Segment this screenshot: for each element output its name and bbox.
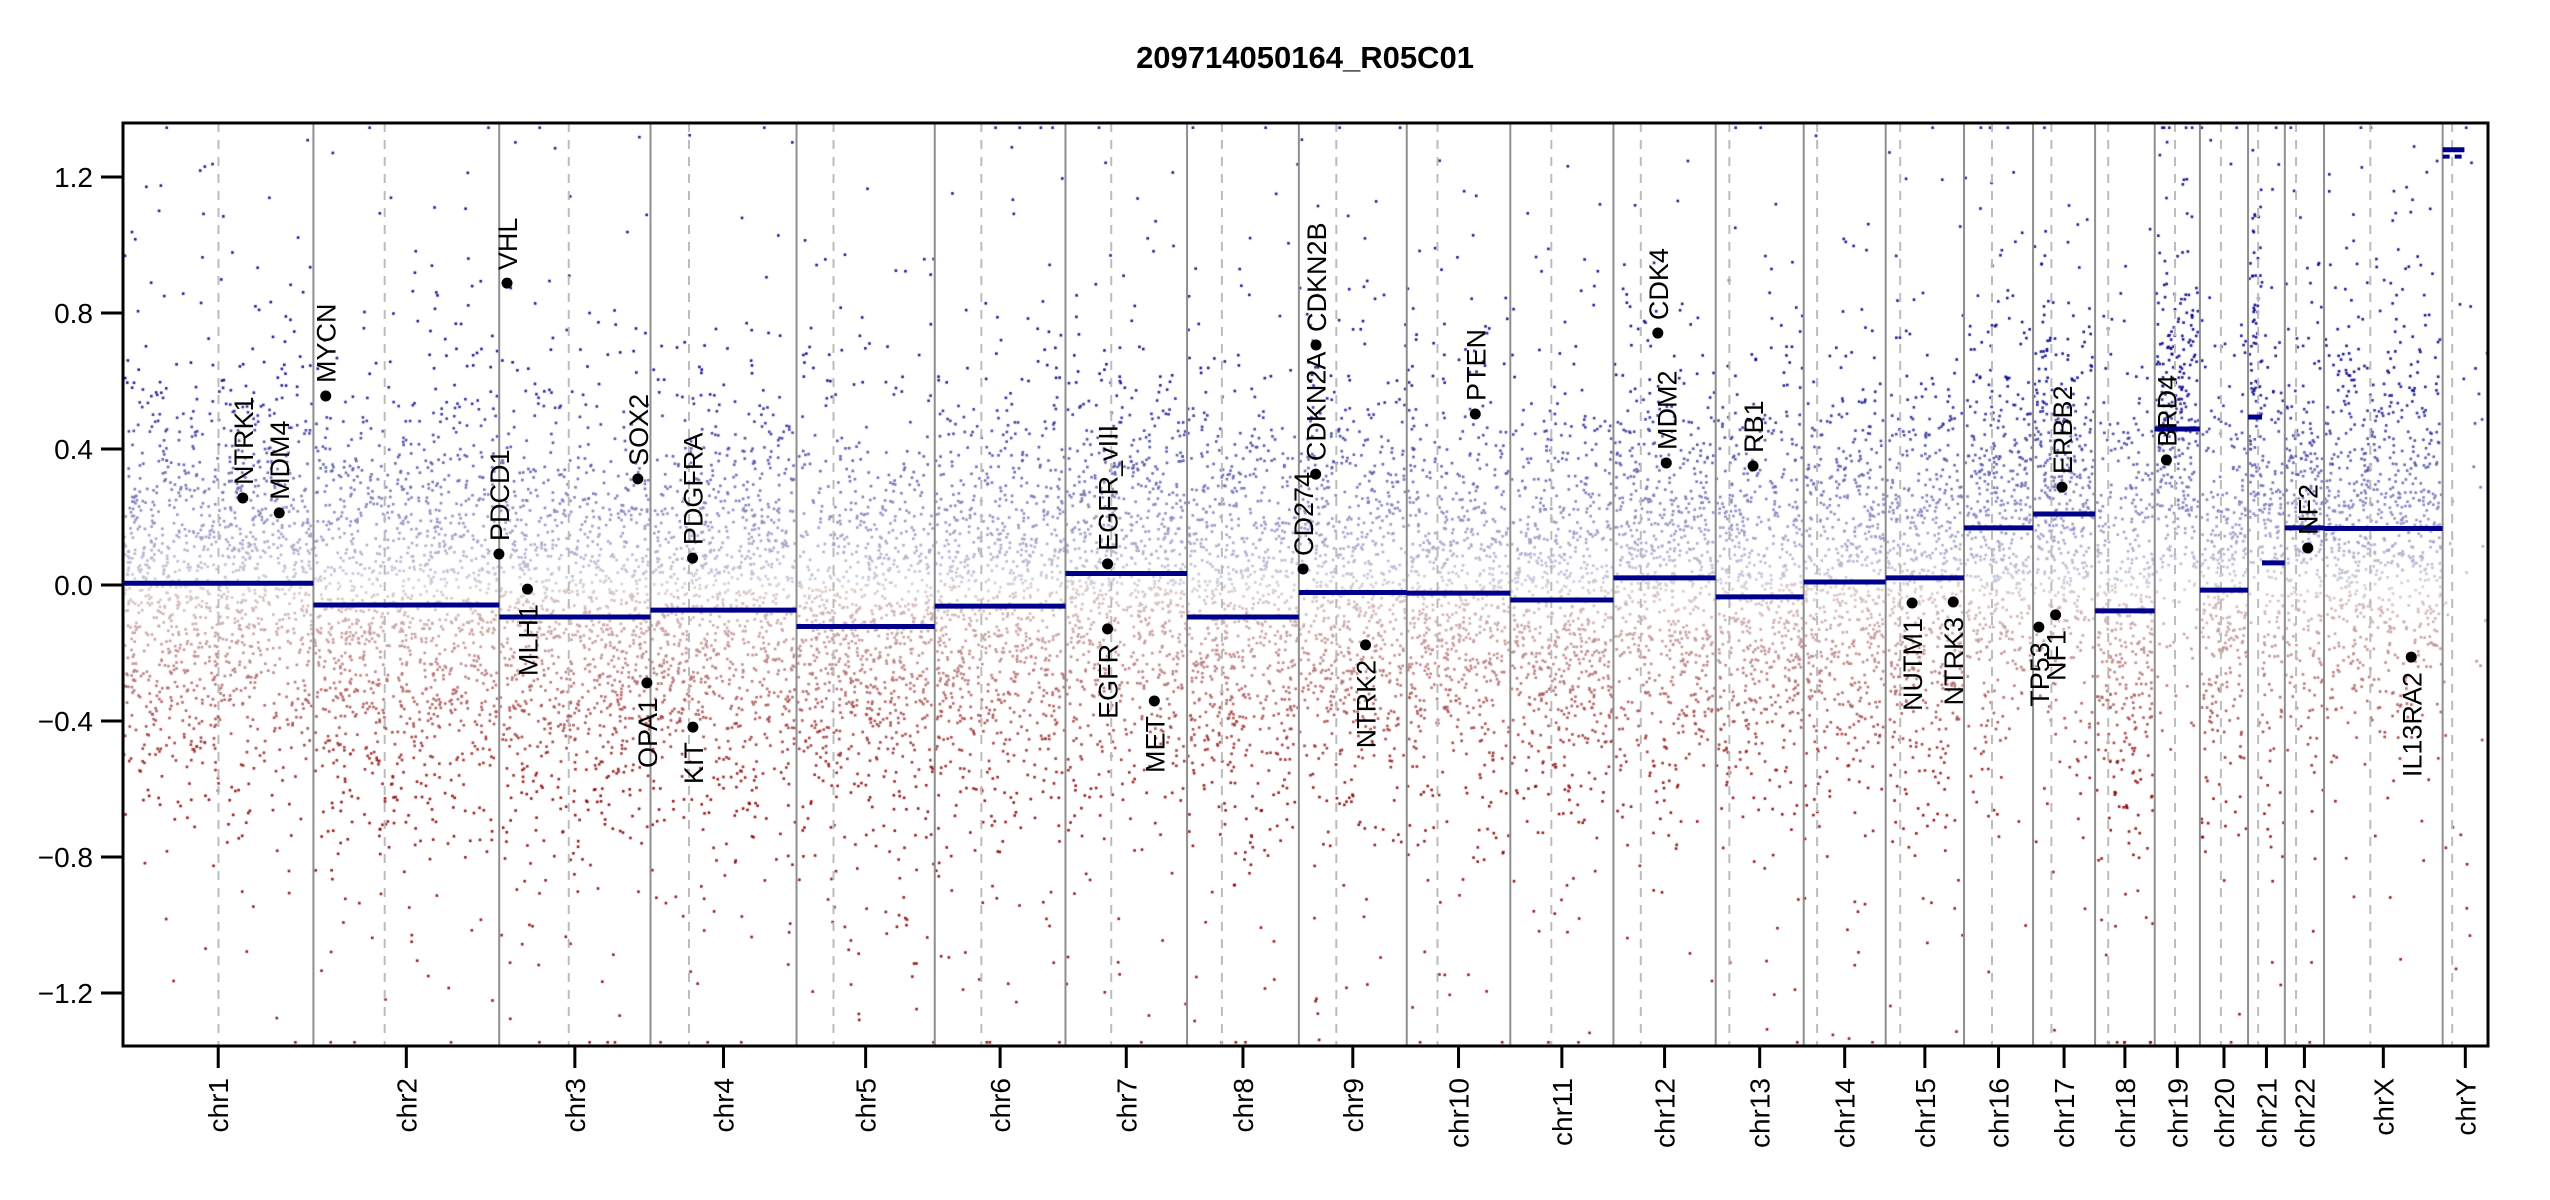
gene-label-ERBB2: ERBB2 bbox=[2048, 386, 2078, 475]
gene-label-TP53: TP53 bbox=[2025, 642, 2055, 707]
x-tick-label-chr20: chr20 bbox=[2209, 1078, 2240, 1148]
x-tick-label-chr13: chr13 bbox=[1745, 1078, 1776, 1148]
gene-dot-PDCD1 bbox=[493, 548, 505, 560]
x-tick-label-chr9: chr9 bbox=[1338, 1078, 1369, 1132]
gene-dot-NF1 bbox=[2050, 609, 2062, 621]
gene-label-NF2: NF2 bbox=[2294, 484, 2324, 535]
x-tick-label-chr14: chr14 bbox=[1830, 1078, 1861, 1148]
x-tick-label-chr3: chr3 bbox=[560, 1078, 591, 1132]
gene-dot-NTRK1 bbox=[237, 492, 249, 504]
chromosome-lines-layer bbox=[217, 123, 2454, 1046]
gene-dot-VHL bbox=[501, 277, 513, 289]
gene-dot-CDKN2A bbox=[1310, 468, 1322, 480]
gene-label-MYCN: MYCN bbox=[312, 303, 342, 383]
gene-label-CDK4: CDK4 bbox=[1644, 248, 1674, 320]
x-tick-label-chr15: chr15 bbox=[1910, 1078, 1941, 1148]
gene-dot-NF2 bbox=[2302, 542, 2314, 554]
gene-label-MET: MET bbox=[1140, 716, 1170, 773]
x-tick-label-chr12: chr12 bbox=[1650, 1078, 1681, 1148]
gene-label-EGFR_vIII: EGFR_vIII bbox=[1094, 425, 1124, 551]
gene-label-NTRK1: NTRK1 bbox=[229, 396, 259, 485]
gene-dot-TP53 bbox=[2033, 621, 2045, 633]
gene-dot-CDKN2B bbox=[1310, 339, 1322, 351]
x-tick-label-chr4: chr4 bbox=[709, 1078, 740, 1132]
gene-label-IL13RA2: IL13RA2 bbox=[2397, 672, 2427, 777]
y-tick-label-−0.4: −0.4 bbox=[38, 706, 93, 737]
genes-layer: NTRK1 MDM4 MYCN PDCD1 VHL MLH1 SOX2 OPA1 PDGFRA K… bbox=[229, 218, 2427, 785]
gene-dot-MET bbox=[1148, 695, 1160, 707]
gene-dot-MDM2 bbox=[1660, 457, 1672, 469]
x-tick-label-chr16: chr16 bbox=[1984, 1078, 2015, 1148]
gene-dot-CDK4 bbox=[1652, 327, 1664, 339]
x-tick-label-chr1: chr1 bbox=[203, 1078, 234, 1132]
gene-dot-RB1 bbox=[1747, 460, 1759, 472]
x-tick-label-chr22: chr22 bbox=[2289, 1078, 2320, 1148]
x-tick-label-chr5: chr5 bbox=[851, 1078, 882, 1132]
gene-label-CD274: CD274 bbox=[1289, 472, 1319, 556]
gene-dot-NTRK3 bbox=[1947, 596, 1959, 608]
gene-label-PDCD1: PDCD1 bbox=[485, 450, 515, 542]
x-tick-label-chr10: chr10 bbox=[1444, 1078, 1475, 1148]
gene-dot-IL13RA2 bbox=[2405, 651, 2417, 663]
y-tick-label-−1.2: −1.2 bbox=[38, 978, 93, 1009]
gene-label-NTRK3: NTRK3 bbox=[1939, 617, 1969, 706]
gene-dot-CD274 bbox=[1297, 563, 1309, 575]
gene-label-RB1: RB1 bbox=[1739, 400, 1769, 453]
x-tick-label-chrY: chrY bbox=[2450, 1078, 2481, 1136]
gene-dot-KIT bbox=[687, 721, 699, 733]
gene-label-BRD4: BRD4 bbox=[2152, 375, 2182, 447]
y-tick-label-1.2: 1.2 bbox=[54, 162, 93, 193]
gene-label-OPA1: OPA1 bbox=[633, 698, 663, 768]
gene-label-CDKN2A: CDKN2A bbox=[1302, 352, 1332, 462]
gene-label-PTEN: PTEN bbox=[1461, 329, 1491, 401]
x-tick-label-chr18: chr18 bbox=[2110, 1078, 2141, 1148]
gene-label-EGFR: EGFR bbox=[1094, 644, 1124, 719]
gene-dot-MYCN bbox=[320, 390, 332, 402]
gene-label-PDGFRA: PDGFRA bbox=[679, 433, 709, 546]
gene-dot-MDM4 bbox=[273, 507, 285, 519]
gene-label-KIT: KIT bbox=[679, 742, 709, 784]
y-tick-label-0.0: 0.0 bbox=[54, 570, 93, 601]
x-tick-label-chr19: chr19 bbox=[2162, 1078, 2193, 1148]
axes-layer: 1.2 0.8 0.4 0.0 −0.4 −0.8 −1.2 chr1 chr2 chr3 chr4… bbox=[38, 121, 2490, 1148]
gene-label-VHL: VHL bbox=[493, 218, 523, 271]
gene-dot-PDGFRA bbox=[687, 552, 699, 564]
y-tick-label-0.4: 0.4 bbox=[54, 434, 93, 465]
gene-dot-EGFR_vIII bbox=[1102, 558, 1114, 570]
gene-dot-EGFR bbox=[1102, 623, 1114, 635]
x-tick-label-chr6: chr6 bbox=[985, 1078, 1016, 1132]
gene-label-SOX2: SOX2 bbox=[624, 394, 654, 466]
gene-dot-MLH1 bbox=[521, 583, 533, 595]
x-tick-label-chr17: chr17 bbox=[2049, 1078, 2080, 1148]
gene-label-CDKN2B: CDKN2B bbox=[1302, 222, 1332, 332]
y-tick-label-0.8: 0.8 bbox=[54, 298, 93, 329]
x-tick-label-chr21: chr21 bbox=[2251, 1078, 2282, 1148]
gene-dot-BRD4 bbox=[2160, 454, 2172, 466]
segments-layer bbox=[123, 147, 2465, 629]
gene-dot-ERBB2 bbox=[2056, 481, 2068, 493]
gene-dot-NTRK2 bbox=[1360, 639, 1372, 651]
x-tick-label-chr2: chr2 bbox=[391, 1078, 422, 1132]
x-tick-label-chrX: chrX bbox=[2368, 1078, 2399, 1136]
gene-label-NF1: NF1 bbox=[2042, 630, 2072, 681]
gene-dot-NUTM1 bbox=[1906, 597, 1918, 609]
x-tick-label-chr7: chr7 bbox=[1111, 1078, 1142, 1132]
gene-label-NTRK2: NTRK2 bbox=[1352, 660, 1382, 749]
gene-dot-SOX2 bbox=[632, 473, 644, 485]
gene-label-NUTM1: NUTM1 bbox=[1898, 618, 1928, 711]
y-tick-label-−0.8: −0.8 bbox=[38, 842, 93, 873]
gene-label-MDM2: MDM2 bbox=[1652, 370, 1682, 450]
x-tick-label-chr8: chr8 bbox=[1228, 1078, 1259, 1132]
plot-title: 209714050164_R05C01 bbox=[1136, 40, 1474, 75]
gene-dot-OPA1 bbox=[641, 677, 653, 689]
gene-label-MLH1: MLH1 bbox=[513, 604, 543, 676]
gene-dot-PTEN bbox=[1469, 408, 1481, 420]
x-tick-label-chr11: chr11 bbox=[1547, 1078, 1578, 1146]
gene-label-MDM4: MDM4 bbox=[265, 420, 295, 500]
